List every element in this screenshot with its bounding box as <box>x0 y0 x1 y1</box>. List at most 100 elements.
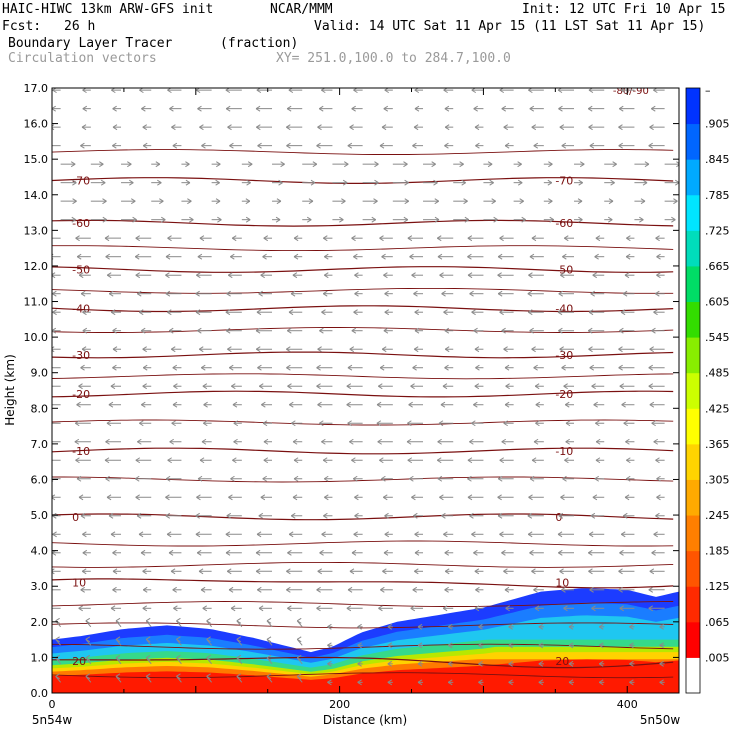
wind-vector <box>392 216 409 223</box>
wind-vector <box>81 568 91 575</box>
wind-vector <box>302 216 312 223</box>
wind-vector <box>423 161 436 168</box>
wind-vector <box>52 290 61 297</box>
colorbar-label: .125 <box>705 580 730 593</box>
wind-vector <box>319 420 333 427</box>
wind-vector <box>497 272 514 279</box>
wind-vector <box>651 327 665 334</box>
wind-vector <box>316 364 333 371</box>
wind-vector <box>634 198 646 205</box>
wind-vector <box>202 605 212 612</box>
wind-vector <box>444 327 454 334</box>
field-name: Boundary Layer Tracer <box>8 36 173 51</box>
colorbar-segment <box>686 372 700 409</box>
wind-vector <box>260 494 273 501</box>
wind-vector <box>322 290 333 297</box>
wind-vector <box>503 124 514 131</box>
wind-vector <box>528 309 544 316</box>
wind-vector <box>592 494 605 501</box>
isotherm-label-left: -20 <box>72 388 90 401</box>
wind-vector <box>531 124 544 131</box>
wind-vector <box>176 673 182 683</box>
isotherm-line <box>52 561 674 568</box>
wind-vector <box>230 475 242 482</box>
wind-vector <box>211 216 222 223</box>
wind-vector <box>110 605 122 612</box>
wind-vector <box>82 531 91 538</box>
wind-vector <box>351 105 363 112</box>
wind-vector <box>618 346 635 353</box>
wind-vector <box>538 660 544 667</box>
isotherm-line <box>52 390 674 398</box>
wind-vector <box>354 494 363 501</box>
y-tick-label: 8.0 <box>31 402 49 415</box>
isotherm-line <box>52 656 674 669</box>
wind-vector <box>659 623 665 630</box>
wind-vector <box>406 438 424 445</box>
colorbar-segment <box>686 479 700 516</box>
wind-vector <box>499 309 514 316</box>
wind-vector <box>413 290 424 297</box>
wind-vector <box>226 290 242 297</box>
wind-vector <box>412 142 424 149</box>
wind-vector <box>206 617 213 628</box>
wind-vector <box>165 494 182 501</box>
isotherm-label-right: -20 <box>555 388 573 401</box>
wind-vector <box>287 549 303 556</box>
wind-vector <box>228 494 242 501</box>
wind-vector <box>656 494 665 501</box>
wind-vector <box>256 124 273 131</box>
x-tick-label: 200 <box>329 698 350 711</box>
wind-vector <box>593 401 605 408</box>
wind-vector <box>203 401 212 408</box>
colorbar-segment <box>686 657 700 694</box>
wind-vector <box>255 568 273 575</box>
wind-vector <box>513 161 522 168</box>
wind-vector <box>407 457 424 464</box>
wind-vector <box>562 475 575 482</box>
wind-vector <box>534 383 544 390</box>
y-tick-label: 0.0 <box>31 687 49 700</box>
wind-vector <box>211 179 220 186</box>
y-tick-label: 15.0 <box>24 153 49 166</box>
wind-vector <box>272 161 285 168</box>
wind-vector <box>467 457 484 464</box>
wind-vector <box>272 179 283 186</box>
wind-vector <box>292 272 303 279</box>
y-tick-label: 9.0 <box>31 367 49 380</box>
wind-vector <box>664 161 679 168</box>
wind-vector <box>656 253 665 260</box>
wind-vector <box>172 364 182 371</box>
wind-vector <box>423 179 438 186</box>
wind-vector <box>626 235 635 242</box>
isotherm-line <box>52 351 674 359</box>
wind-vector <box>203 420 212 427</box>
wind-vector <box>618 142 635 149</box>
wind-vector <box>557 309 575 316</box>
wind-vector <box>444 568 454 575</box>
wind-vector <box>52 385 61 387</box>
wind-vector <box>121 198 136 205</box>
wind-vector <box>354 512 363 519</box>
wind-vector <box>81 346 91 353</box>
wind-vector <box>497 512 514 519</box>
wind-vector <box>52 494 61 501</box>
wind-vector <box>619 105 635 112</box>
wind-vector <box>483 216 498 223</box>
wind-vector <box>634 161 650 168</box>
wind-vector <box>442 605 454 612</box>
wind-vector <box>467 253 484 260</box>
wind-vector <box>195 531 212 538</box>
wind-vector <box>52 365 61 371</box>
wind-vector <box>383 105 393 112</box>
wind-vector <box>619 605 635 612</box>
wind-vector <box>52 531 61 538</box>
wind-vector <box>263 235 273 242</box>
wind-vector <box>181 216 194 223</box>
isotherm-label-left: -70 <box>72 175 90 188</box>
wind-vector <box>259 383 273 390</box>
wind-vector <box>475 586 484 593</box>
wind-vector <box>292 438 303 445</box>
wind-vector <box>293 457 303 464</box>
wind-vector <box>286 105 303 112</box>
